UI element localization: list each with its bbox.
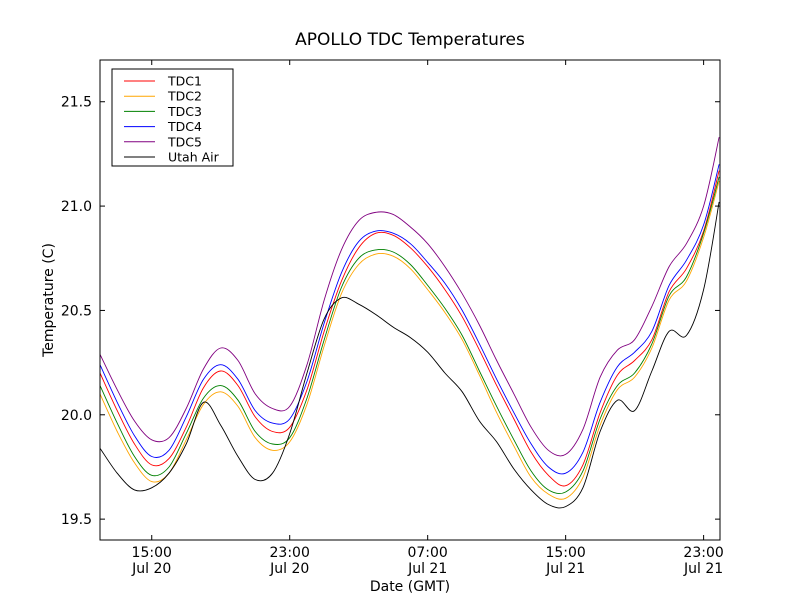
y-axis-label: Temperature (C)	[41, 243, 57, 358]
x-tick-label-time: 15:00	[545, 545, 585, 561]
series-layer	[100, 137, 720, 509]
series-line-utah-air	[100, 201, 720, 509]
x-tick-label-date: Jul 21	[683, 561, 723, 577]
y-tick-label: 19.5	[61, 512, 92, 528]
legend-label-tdc3: TDC3	[167, 104, 202, 119]
x-tick-label-time: 23:00	[270, 545, 310, 561]
x-tick-label-time: 15:00	[132, 545, 172, 561]
legend-frame	[111, 68, 234, 167]
y-tick-label: 21.5	[61, 95, 92, 111]
x-tick-label-date: Jul 21	[407, 561, 447, 577]
series-line-tdc5	[100, 137, 720, 457]
y-tick-label: 20.0	[61, 408, 92, 424]
x-tick-label-time: 07:00	[407, 545, 447, 561]
legend-label-tdc1: TDC1	[167, 74, 202, 89]
series-line-tdc1	[100, 170, 720, 487]
series-line-tdc3	[100, 176, 720, 495]
x-tick-label-date: Jul 21	[545, 561, 585, 577]
y-axis: 19.5 20.0 20.5 21.0 21.5	[61, 95, 720, 528]
legend-label-tdc2: TDC2	[167, 89, 202, 104]
y-tick-label: 21.0	[61, 199, 92, 215]
series-line-tdc2	[100, 180, 720, 500]
legend-label-tdc4: TDC4	[167, 119, 202, 134]
chart-title: APOLLO TDC Temperatures	[295, 30, 525, 50]
x-tick-label-time: 23:00	[683, 545, 723, 561]
legend-label-tdc5: TDC5	[167, 134, 202, 149]
x-axis-label: Date (GMT)	[370, 579, 450, 595]
axes-frame	[99, 59, 721, 541]
series-line-tdc4	[100, 164, 720, 475]
x-tick-label-date: Jul 20	[269, 561, 309, 577]
y-tick-label: 20.5	[61, 303, 92, 319]
legend-label-utah-air: Utah Air	[168, 150, 220, 165]
x-tick-label-date: Jul 20	[131, 561, 171, 577]
